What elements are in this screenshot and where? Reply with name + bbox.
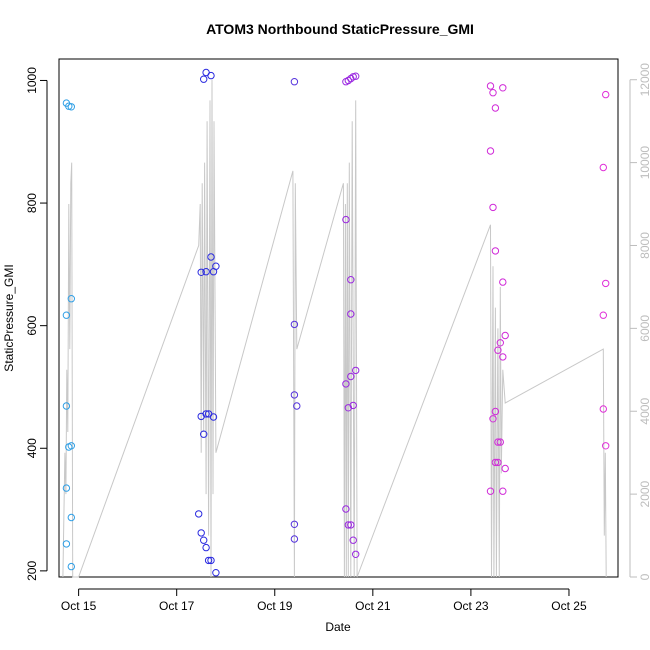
- data-point: [486, 147, 495, 155]
- data-point: [501, 464, 509, 473]
- data-point: [494, 438, 502, 446]
- y2-tick-label: 8000: [638, 232, 650, 259]
- data-point: [290, 535, 299, 543]
- data-point: [293, 402, 301, 410]
- data-point: [347, 372, 355, 381]
- data-point: [290, 520, 299, 528]
- data-point: [342, 380, 350, 388]
- y-tick-label: 600: [25, 315, 39, 335]
- data-point: [344, 521, 352, 529]
- data-point: [62, 402, 71, 410]
- x-axis-label: Date: [325, 620, 351, 634]
- data-point: [342, 505, 350, 513]
- data-point: [67, 103, 76, 111]
- x-tick-label: Oct 25: [551, 599, 587, 613]
- data-point: [62, 484, 71, 492]
- data-point: [200, 536, 208, 544]
- data-point: [486, 82, 495, 90]
- y2-tick-label: 12000: [638, 63, 650, 97]
- y-axis-label: StaticPressure_GMI: [2, 264, 16, 371]
- data-point: [499, 84, 507, 92]
- y2-tick-label: 0: [638, 573, 650, 580]
- data-point: [202, 268, 210, 276]
- points-layer: [62, 68, 610, 577]
- x-tick-label: Oct 17: [159, 599, 195, 613]
- y2-tick-label: 6000: [638, 315, 650, 342]
- data-point: [200, 75, 208, 83]
- data-point: [207, 556, 215, 565]
- data-point: [290, 391, 299, 399]
- data-point: [342, 215, 350, 224]
- data-point: [347, 310, 355, 318]
- data-point: [67, 442, 76, 450]
- y-tick-label: 800: [25, 193, 39, 213]
- y2-tick-label: 2000: [638, 480, 650, 507]
- data-point: [491, 247, 500, 255]
- data-point: [347, 276, 355, 284]
- data-point: [352, 550, 360, 558]
- y2-tick-label: 10000: [638, 146, 650, 180]
- data-point: [489, 415, 497, 423]
- data-point: [499, 353, 507, 361]
- axes-layer: Oct 15 Oct 17 Oct 19 Oct 21 Oct 23 Oct 25 200 4…: [25, 63, 650, 613]
- data-point: [494, 458, 502, 467]
- data-point: [489, 203, 497, 212]
- chart-title: ATOM3 Northbound StaticPressure_GMI: [206, 21, 474, 37]
- data-point: [489, 89, 497, 97]
- data-point: [486, 487, 495, 495]
- data-point: [290, 78, 299, 86]
- data-point: [204, 556, 213, 565]
- data-point: [349, 536, 357, 544]
- data-point: [602, 90, 610, 99]
- data-point: [62, 540, 71, 548]
- data-point: [491, 458, 500, 467]
- data-point: [200, 430, 208, 438]
- data-point: [499, 278, 507, 286]
- data-point: [352, 72, 360, 80]
- data-point: [207, 71, 215, 80]
- data-point: [494, 346, 502, 354]
- data-point: [197, 529, 205, 537]
- data-point: [602, 442, 610, 450]
- y-tick-label: 200: [25, 561, 39, 581]
- data-point: [347, 521, 355, 529]
- data-point: [599, 311, 607, 319]
- data-point: [212, 262, 220, 270]
- data-point: [602, 279, 610, 288]
- data-point: [62, 311, 71, 319]
- plot-frame: [58, 58, 619, 578]
- data-point: [195, 510, 203, 518]
- data-point: [491, 407, 500, 416]
- y2-tick-label: 4000: [638, 398, 650, 425]
- x-tick-label: Oct 15: [61, 599, 97, 613]
- data-point: [496, 339, 504, 347]
- x-tick-label: Oct 21: [355, 599, 391, 613]
- data-point: [349, 401, 357, 410]
- data-point: [599, 163, 607, 172]
- data-point: [209, 413, 218, 421]
- data-point: [491, 104, 500, 112]
- altitude-line-layer: [62, 79, 607, 578]
- data-point: [499, 487, 507, 495]
- data-point: [212, 569, 220, 577]
- data-point: [501, 331, 509, 340]
- x-tick-label: Oct 23: [453, 599, 489, 613]
- data-point: [202, 410, 210, 418]
- data-point: [207, 253, 215, 261]
- data-point: [599, 405, 607, 413]
- data-point: [496, 438, 504, 446]
- y-tick-label: 1000: [25, 67, 39, 94]
- data-point: [67, 295, 76, 303]
- data-point: [67, 513, 76, 522]
- data-point: [197, 268, 205, 276]
- data-point: [67, 562, 76, 571]
- altitude-line: [62, 79, 607, 578]
- data-point: [290, 320, 299, 329]
- data-point: [352, 366, 360, 375]
- y-tick-label: 400: [25, 438, 39, 458]
- data-point: [202, 543, 210, 552]
- x-tick-label: Oct 19: [257, 599, 293, 613]
